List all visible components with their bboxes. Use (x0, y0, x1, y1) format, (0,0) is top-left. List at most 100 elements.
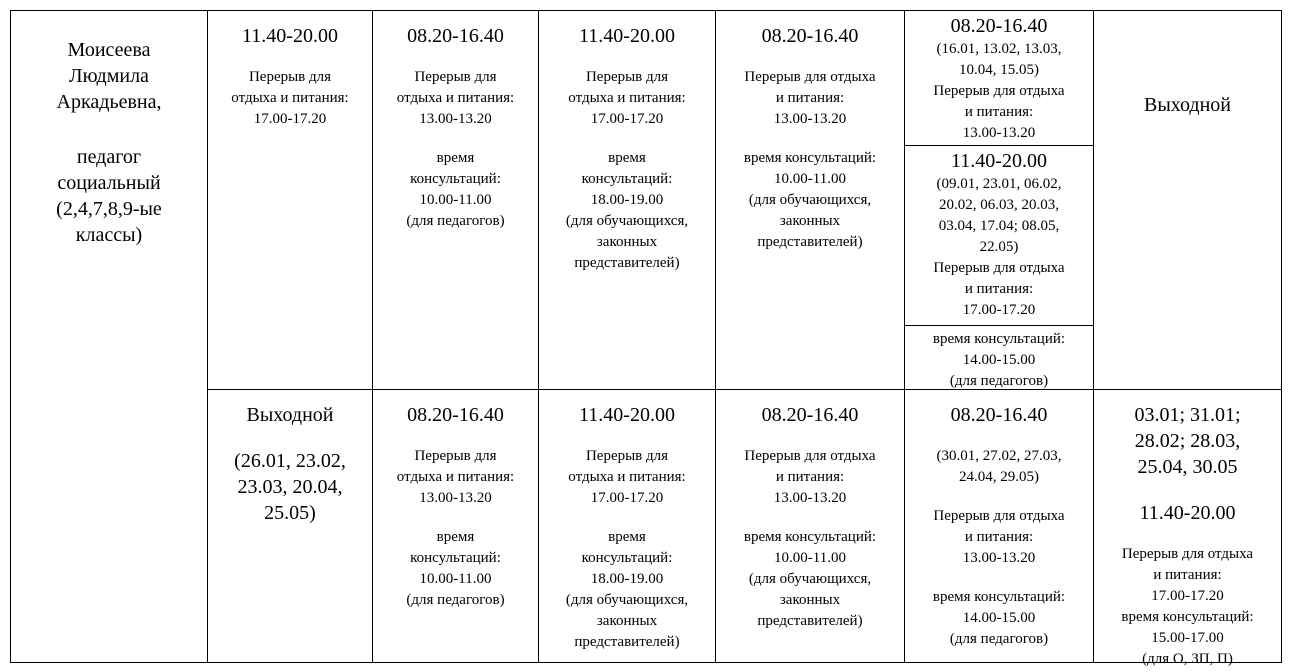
text-line: время (436, 150, 475, 166)
heading-block: 11.40-20.00 (208, 23, 372, 49)
text-line: и питания: (775, 90, 845, 106)
text-block: Перерыв для отдыха и питания: 17.00-17.20 (539, 446, 715, 509)
text-line: (для обучающихся, (748, 192, 872, 208)
text-line: 14.00-15.00 (962, 352, 1036, 368)
text-line: 11.40-20.00 (1139, 502, 1236, 524)
person-role: педагог социальный (2,4,7,8,9-ые классы) (11, 144, 207, 248)
text-line: 03.01; 31.01; (1134, 404, 1241, 426)
text-line: 08.20-16.40 (761, 404, 859, 426)
schedule-cell: 11.40-20.00 Перерыв для отдыха и питания: 1… (538, 10, 716, 390)
text-line: Перерыв для отдыха (744, 69, 876, 85)
heading-block: 11.40-20.00 (539, 23, 715, 49)
text-line: Перерыв для (414, 448, 497, 464)
text-line: 10.04, 15.05) (959, 62, 1039, 78)
text-line: (26.01, 23.02, (234, 450, 346, 472)
heading-block: 03.01; 31.01; 28.02; 28.03, 25.04, 30.05 (1094, 402, 1281, 480)
text-line: законных (779, 592, 841, 608)
text-block: время консультаций: 10.00-11.00 (для педаго… (373, 148, 538, 232)
text-line: (для педагогов) (406, 592, 505, 608)
text-block: время консультаций: 14.00-15.00 (для педаг… (905, 329, 1093, 392)
text-line: Людмила (69, 65, 149, 87)
heading-block: 08.20-16.40 (716, 402, 904, 428)
heading-block: 08.20-16.40 (373, 402, 538, 428)
text-line: отдыха и питания: (396, 469, 515, 485)
text-line: законных (779, 213, 841, 229)
text-line: 13.00-13.20 (962, 125, 1036, 141)
text-line: 17.00-17.20 (590, 490, 664, 506)
text-line: классы) (75, 224, 143, 246)
text-line: (для обучающихся, (565, 213, 689, 229)
text-line: Перерыв для отдыха (933, 83, 1065, 99)
schedule-cell: 08.20-16.40 (30.01, 27.02, 27.03, 24.04, 2… (904, 389, 1094, 663)
text-line: (30.01, 27.02, 27.03, (936, 448, 1062, 464)
text-line: 11.40-20.00 (579, 404, 675, 426)
person-name: Моисеева Людмила Аркадьевна, (11, 37, 207, 115)
text-line: 28.02; 28.03, (1134, 430, 1241, 452)
text-line: (2,4,7,8,9-ые (56, 198, 162, 220)
text-line: 13.00-13.20 (962, 550, 1036, 566)
text-block: время консультаций: 18.00-19.00 (для обучаю… (539, 527, 715, 653)
text-line: и питания: (964, 104, 1034, 120)
heading-block: 11.40-20.00 (539, 402, 715, 428)
text-block: время консультаций: 10.00-11.00 (для обуча… (716, 148, 904, 253)
heading-block: Выходной (1094, 92, 1281, 118)
text-line: время (608, 529, 646, 545)
text-line: социальный (57, 172, 161, 194)
text-line: 17.00-17.20 (962, 302, 1036, 318)
text-block: время консультаций: 18.00-19.00 (для обучаю… (539, 148, 715, 274)
heading-block: 11.40-20.00 (1094, 500, 1281, 526)
text-line: отдыха и питания: (396, 90, 515, 106)
text-line: (для педагогов) (406, 213, 505, 229)
text-line: представителей) (574, 634, 680, 650)
text-line: отдыха и питания: (231, 90, 349, 106)
text-line: 17.00-17.20 (253, 111, 327, 127)
schedule-cell: время консультаций: 14.00-15.00 (для педаг… (904, 325, 1094, 390)
text-block: (30.01, 27.02, 27.03, 24.04, 29.05) (905, 446, 1093, 488)
text-line: отдыха и питания: (568, 90, 686, 106)
text-block: Перерыв для отдыха и питания: 17.00-17.20 в… (1094, 544, 1281, 670)
text-block: Перерыв для отдыха и питания: 17.00-17.20 (539, 67, 715, 130)
text-line: законных (596, 234, 658, 250)
text-line: 11.40-20.00 (951, 150, 1047, 172)
text-line: 15.00-17.00 (1151, 630, 1224, 646)
heading-block: 08.20-16.40 (905, 402, 1093, 428)
text-block: Перерыв для отдыха и питания: 13.00-13.20 (905, 506, 1093, 569)
text-block: Перерыв для отдыха и питания: 13.00-13.20 (716, 446, 904, 509)
text-line: (для обучающихся, (565, 592, 689, 608)
text-line: 24.04, 29.05) (959, 469, 1039, 485)
schedule-cell: 03.01; 31.01; 28.02; 28.03, 25.04, 30.05 11… (1093, 389, 1282, 667)
text-line: время консультаций: (932, 589, 1066, 605)
text-line: консультаций: (410, 171, 501, 187)
schedule-cell: 11.40-20.00 (09.01, 23.01, 06.02, 20.02, 0… (904, 145, 1094, 326)
heading-block: (26.01, 23.02, 23.03, 20.04, 25.05) (208, 448, 372, 526)
text-line: и питания: (1153, 567, 1222, 583)
text-line: время (608, 150, 646, 166)
text-block: Перерыв для отдыха и питания: 13.00-13.20 (373, 67, 538, 130)
text-line: 08.20-16.40 (407, 25, 504, 47)
text-line: 25.04, 30.05 (1137, 456, 1238, 478)
text-line: представителей) (757, 234, 863, 250)
text-line: 08.20-16.40 (761, 25, 859, 47)
text-line: Перерыв для (248, 69, 332, 85)
text-block: время консультаций: 10.00-11.00 (для обуча… (716, 527, 904, 632)
schedule-cell: 11.40-20.00 Перерыв для отдыха и питания: 1… (207, 10, 373, 390)
text-line: представителей) (574, 255, 680, 271)
text-line: 13.00-13.20 (773, 490, 847, 506)
text-line: Моисеева (67, 39, 151, 61)
text-line: (для педагогов) (949, 631, 1049, 647)
schedule-cell: 08.20-16.40 Перерыв для отдыха и питания: 1… (372, 10, 539, 390)
text-line: 08.20-16.40 (950, 404, 1048, 426)
schedule-cell: 08.20-16.40 Перерыв для отдыха и питания: 1… (715, 10, 905, 390)
person-cell: Моисеева Людмила Аркадьевна, педагог социал… (10, 10, 208, 663)
text-line: 13.00-13.20 (773, 111, 847, 127)
text-line: время консультаций: (932, 331, 1066, 347)
heading-block: Выходной (208, 402, 372, 428)
text-line: 22.05) (979, 239, 1019, 255)
text-line: 03.04, 17.04; 08.05, (938, 218, 1060, 234)
heading-block: 11.40-20.00 (905, 148, 1093, 174)
text-line: 10.00-11.00 (774, 171, 846, 187)
text-line: 17.00-17.20 (1151, 588, 1224, 604)
text-line: (для О, ЗП, П) (1142, 651, 1233, 667)
text-line: 10.00-11.00 (774, 550, 846, 566)
